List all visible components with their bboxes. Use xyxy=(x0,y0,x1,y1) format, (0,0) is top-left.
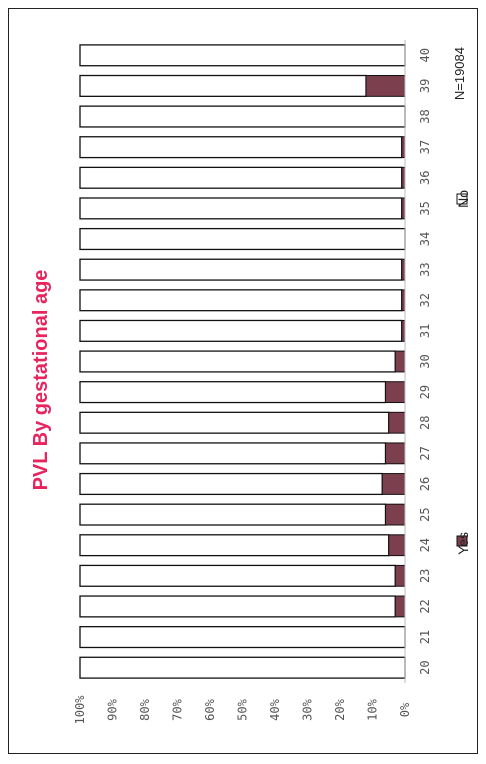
category-tick-label: 21 xyxy=(418,630,432,644)
bar-no-40 xyxy=(79,44,406,67)
value-tick-label: 40% xyxy=(268,698,282,720)
bar-no-27 xyxy=(79,442,387,465)
bar-yes-22 xyxy=(394,595,406,618)
bar-no-38 xyxy=(79,105,406,128)
legend-label-yes: Yes xyxy=(455,532,471,555)
category-tick-label: 30 xyxy=(418,354,432,368)
category-tick-label: 36 xyxy=(418,171,432,185)
category-tick-label: 31 xyxy=(418,324,432,338)
bar-no-20 xyxy=(79,656,406,679)
category-axis: 20 21 22 23 24 25 26 27 28 29 30 31 32 33 34 35 36 37 38 39… xyxy=(418,48,432,675)
category-tick-label: 26 xyxy=(418,477,432,491)
bar-yes-27 xyxy=(385,442,406,465)
bar-no-23 xyxy=(79,564,396,587)
legend-swatch-yes xyxy=(456,535,468,547)
category-tick-label: 34 xyxy=(418,232,432,246)
bar-no-22 xyxy=(79,595,396,618)
value-tick-label: 10% xyxy=(366,698,380,720)
bar-no-24 xyxy=(79,534,390,557)
category-tick-label: 29 xyxy=(418,385,432,399)
category-tick-label: 37 xyxy=(418,140,432,154)
bar-no-36 xyxy=(79,166,403,189)
bar-no-35 xyxy=(79,197,403,220)
category-tick-label: 35 xyxy=(418,201,432,215)
bar-no-37 xyxy=(79,136,403,159)
value-tick-label: 30% xyxy=(301,698,315,720)
bar-yes-29 xyxy=(385,381,406,404)
bars xyxy=(79,40,406,683)
bar-no-32 xyxy=(79,289,403,312)
bar-no-31 xyxy=(79,319,403,342)
bar-yes-39 xyxy=(365,75,406,97)
bar-no-34 xyxy=(79,227,406,251)
bar-yes-24 xyxy=(388,534,406,557)
bar-yes-25 xyxy=(385,503,406,526)
category-tick-label: 39 xyxy=(418,79,432,93)
bar-no-29 xyxy=(79,381,387,404)
bar-no-25 xyxy=(79,503,387,526)
category-tick-label: 25 xyxy=(418,507,432,521)
category-tick-label: 22 xyxy=(418,599,432,613)
category-tick-label: 38 xyxy=(418,109,432,123)
value-tick-label: 100% xyxy=(73,695,87,725)
category-tick-label: 28 xyxy=(418,416,432,430)
bar-yes-23 xyxy=(394,564,406,587)
bar-no-33 xyxy=(79,258,403,281)
bar-no-39 xyxy=(79,74,367,97)
sample-size-note: N=19084 xyxy=(452,47,467,100)
category-tick-label: 33 xyxy=(418,262,432,276)
legend: Yes No xyxy=(455,190,471,555)
value-tick-label: 70% xyxy=(171,698,185,720)
bar-no-21 xyxy=(79,626,406,649)
bar-no-28 xyxy=(79,411,390,434)
value-tick-label: 50% xyxy=(236,698,250,720)
bar-yes-26 xyxy=(381,473,406,495)
category-tick-label: 27 xyxy=(418,446,432,460)
bar-yes-30 xyxy=(394,350,406,373)
value-tick-label: 80% xyxy=(138,698,152,720)
category-tick-label: 20 xyxy=(418,660,432,674)
value-tick-label: 20% xyxy=(333,698,347,720)
value-tick-label: 60% xyxy=(203,698,217,720)
bar-yes-28 xyxy=(388,411,406,434)
category-tick-label: 24 xyxy=(418,538,432,552)
chart-title: PVL By gestational age xyxy=(30,270,52,491)
category-tick-label: 23 xyxy=(418,569,432,583)
bar-no-26 xyxy=(79,472,383,496)
legend-label-no: No xyxy=(455,190,471,208)
value-tick-label: 90% xyxy=(106,698,120,720)
category-tick-label: 40 xyxy=(418,48,432,62)
legend-swatch-no xyxy=(456,193,468,205)
value-tick-label: 0% xyxy=(398,702,412,717)
bar-no-30 xyxy=(79,350,396,373)
value-axis: 0% 10% 20% 30% 40% 50% 60% 70% 80% 90% 100% xyxy=(73,695,412,725)
category-tick-label: 32 xyxy=(418,293,432,307)
